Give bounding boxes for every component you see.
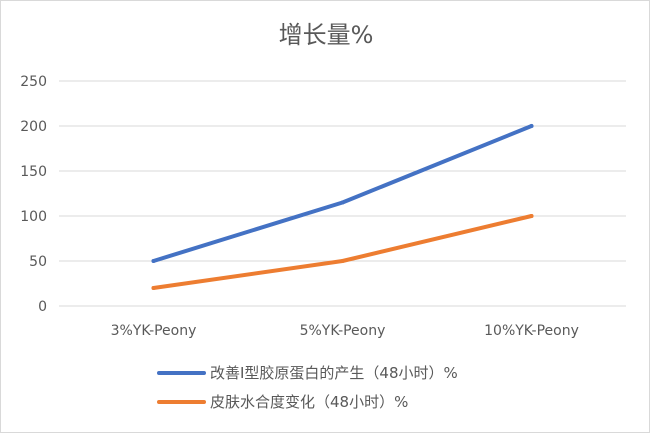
legend-label: 皮肤水合度变化（48小时）%: [210, 393, 408, 411]
y-tick-label: 100: [20, 209, 47, 225]
x-tick-label: 5%YK-Peony: [300, 323, 386, 339]
data-point: [340, 259, 345, 263]
series-lines: [151, 124, 534, 290]
chart-title: 增长量%: [279, 21, 374, 49]
data-point: [340, 200, 345, 205]
y-tick-label: 150: [20, 164, 47, 180]
data-point: [151, 286, 156, 290]
series-line-1: [151, 124, 534, 263]
legend-label: 改善I型胶原蛋白的产生（48小时）%: [210, 364, 458, 382]
y-tick-label: 50: [29, 254, 47, 270]
y-axis-ticks: 0 50 100 150 200 250: [20, 74, 47, 315]
x-tick-label: 3%YK-Peony: [111, 323, 197, 339]
legend: 改善I型胶原蛋白的产生（48小时）% 皮肤水合度变化（48小时）%: [157, 364, 458, 411]
y-tick-label: 200: [20, 119, 47, 135]
y-tick-label: 0: [38, 299, 47, 315]
data-point: [529, 214, 534, 218]
series-line-2: [151, 214, 534, 290]
x-axis-ticks: 3%YK-Peony 5%YK-Peony 10%YK-Peony: [111, 323, 579, 339]
x-tick-label: 10%YK-Peony: [484, 323, 579, 339]
data-point: [529, 124, 534, 128]
y-tick-label: 250: [20, 74, 47, 90]
data-point: [151, 259, 156, 263]
gridlines: [59, 80, 626, 307]
